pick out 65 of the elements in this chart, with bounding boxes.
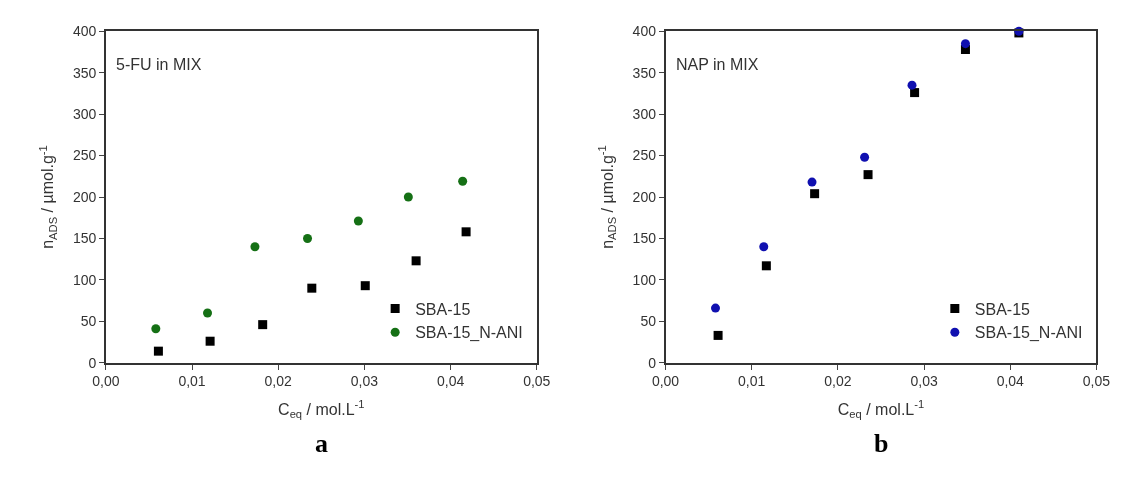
- point: [860, 152, 870, 162]
- point: [910, 88, 920, 98]
- y-tick-label: 100: [632, 271, 657, 288]
- point: [711, 303, 720, 313]
- point: [807, 177, 817, 187]
- point: [360, 281, 370, 291]
- point: [353, 216, 363, 226]
- x-tick-label: 0,02: [264, 373, 293, 390]
- y-tick-label: 150: [632, 230, 657, 247]
- x-axis-title: C$_{eq}$ / mol.L$^{-1}$: [278, 397, 365, 420]
- y-tick-label: 300: [72, 106, 97, 123]
- x-tick-label: 0,02: [824, 373, 852, 390]
- y-tick-label: 0: [88, 354, 97, 371]
- point: [960, 39, 970, 49]
- annotation: 5-FU in MIX: [116, 56, 202, 73]
- y-tick-label: 0: [648, 354, 657, 371]
- point: [250, 242, 260, 252]
- point: [863, 170, 873, 180]
- point: [403, 192, 413, 202]
- y-tick-label: 250: [72, 147, 97, 164]
- x-tick-label: 0,01: [738, 373, 766, 390]
- y-tick-label: 300: [632, 106, 657, 123]
- x-tick-label: 0,03: [910, 373, 938, 390]
- x-tick-label: 0,00: [92, 373, 120, 390]
- x-tick-label: 0,03: [350, 373, 379, 390]
- annotation: NAP in MIX: [676, 56, 759, 73]
- point: [761, 261, 771, 271]
- y-tick-label: 200: [632, 188, 657, 205]
- legend-label: SBA-15: [974, 300, 1031, 318]
- point: [810, 189, 820, 199]
- y-tick-label: 50: [80, 313, 97, 330]
- point: [303, 233, 312, 243]
- point: [713, 330, 723, 340]
- y-tick-label: 250: [632, 147, 657, 164]
- y-tick-label: 150: [72, 230, 97, 247]
- point: [907, 80, 917, 90]
- y-tick-label: 100: [72, 271, 97, 288]
- point: [153, 346, 163, 356]
- y-tick-label: 200: [72, 188, 97, 205]
- x-tick-label: 0,05: [1082, 373, 1111, 390]
- x-tick-label: 0,00: [651, 373, 680, 390]
- text: b: [874, 429, 889, 458]
- point: [461, 227, 471, 237]
- y-tick-label: 350: [72, 64, 97, 81]
- point: [205, 336, 215, 346]
- legend-label: SBA-15_N-ANI: [974, 324, 1083, 343]
- text: a: [315, 429, 328, 458]
- legend-label: SBA-15: [415, 300, 471, 318]
- y-tick-label: 400: [72, 23, 97, 40]
- y-tick-label: 400: [632, 23, 657, 40]
- x-tick-label: 0,05: [523, 373, 551, 390]
- x-tick-label: 0,04: [436, 373, 465, 390]
- point: [411, 256, 421, 266]
- y-tick-label: 50: [640, 313, 657, 330]
- x-axis-title: C$_{eq}$ / mol.L$^{-1}$: [837, 397, 925, 420]
- x-tick-label: 0,04: [996, 373, 1025, 390]
- point: [759, 242, 769, 252]
- legend-label: SBA-15_N-ANI: [415, 324, 523, 343]
- point: [458, 176, 468, 186]
- point: [258, 320, 268, 330]
- point: [151, 324, 161, 334]
- y-tick-label: 350: [632, 64, 657, 81]
- point: [307, 283, 317, 293]
- x-tick-label: 0,01: [178, 373, 206, 390]
- point: [203, 308, 213, 318]
